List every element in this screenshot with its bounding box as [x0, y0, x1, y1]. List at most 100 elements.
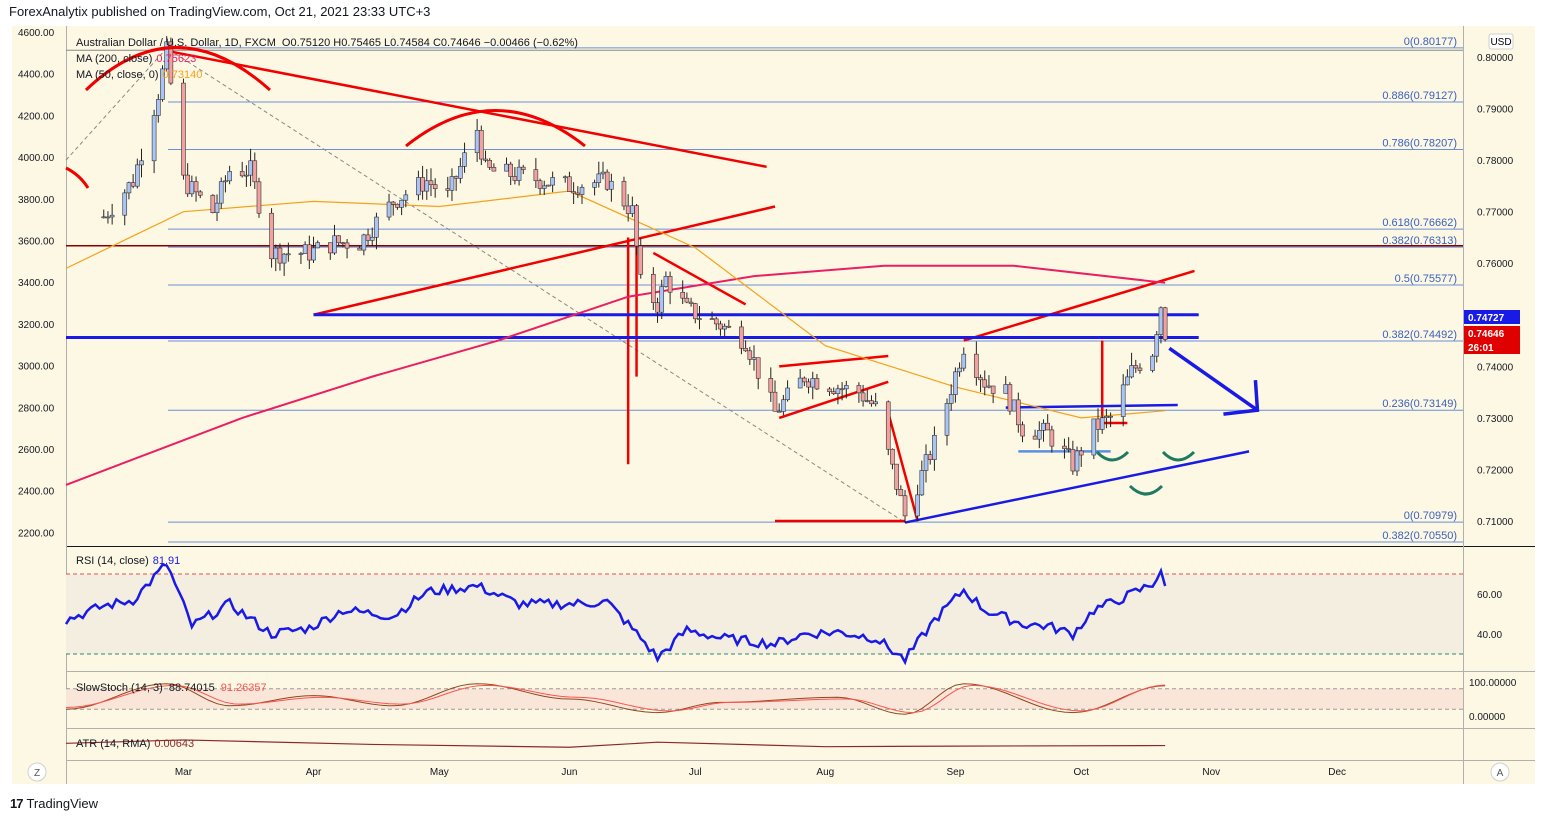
fib-levels: 0(0.80177) 0.886(0.79127) 0.786(0.78207) 0.… — [66, 36, 1463, 543]
candle-body-147 — [961, 353, 967, 369]
candle-body-93 — [651, 274, 656, 304]
candle-body-169 — [1095, 418, 1101, 430]
price-series — [101, 36, 1168, 523]
candle-body-57 — [432, 184, 438, 189]
candle-body-152 — [990, 385, 996, 394]
auto-scale-button[interactable] — [1490, 762, 1510, 782]
candle-body-42 — [344, 242, 350, 249]
candle-body-145 — [953, 371, 958, 395]
price-tags: 0.74727 0.74646 26:01 — [1464, 310, 1520, 354]
candle-body-5 — [130, 182, 136, 187]
candle-body-85 — [600, 171, 606, 175]
currency-badge[interactable] — [1488, 33, 1514, 50]
fib-label-3: 0.618(0.76662) — [1382, 217, 1457, 229]
candle-body-39 — [332, 235, 337, 254]
fib-label-7: 0.236(0.73149) — [1382, 398, 1457, 410]
candle-body-78 — [562, 176, 568, 179]
candle-body-72 — [520, 166, 526, 170]
candle-body-74 — [537, 180, 543, 189]
left-tick-6: 3400.00 — [18, 278, 55, 289]
candle-body-91 — [634, 205, 639, 247]
candle-body-155 — [1011, 399, 1017, 412]
legend-ma50: MA (50, close, 0) 0.73140 — [76, 69, 202, 81]
green-cup-1 — [1095, 450, 1130, 462]
left-tick-11: 2400.00 — [18, 487, 55, 498]
candle-body-33 — [298, 253, 304, 255]
candle-body-102 — [697, 318, 702, 320]
green-cup-2 — [1128, 484, 1164, 496]
candle-body-30 — [277, 247, 283, 264]
candle-body-117 — [785, 387, 790, 401]
fib-label-2: 0.786(0.78207) — [1382, 137, 1457, 149]
time-axis[interactable] — [66, 760, 1463, 784]
red-arc-left — [84, 46, 271, 92]
left-scale[interactable] — [12, 26, 66, 760]
candle-body-20 — [218, 181, 224, 204]
candle-body-41 — [340, 242, 346, 245]
candle-body-12 — [168, 41, 174, 84]
candle-body-174 — [1125, 376, 1130, 386]
candle-body-87 — [609, 180, 614, 190]
candle-body-51 — [399, 199, 404, 208]
left-tick-10: 2600.00 — [18, 445, 55, 456]
candle-body-14 — [185, 174, 190, 195]
candle-body-148 — [974, 353, 979, 378]
candle-body-119 — [802, 377, 807, 383]
candle-body-136 — [898, 489, 904, 497]
candle-body-58 — [445, 188, 451, 191]
candle-body-59 — [449, 176, 455, 191]
candle-body-98 — [680, 291, 685, 299]
zoom-left-button[interactable] — [27, 762, 47, 782]
price-panel[interactable] — [66, 26, 1463, 546]
green-cup-3 — [1161, 450, 1196, 462]
right-tick-0: 0.80000 — [1477, 53, 1514, 64]
candle-body-86 — [604, 171, 610, 190]
candle-body-46 — [369, 236, 375, 241]
candle-body-79 — [567, 176, 572, 192]
red-arc-mid — [405, 109, 586, 148]
candle-body-64 — [479, 130, 484, 160]
candle-body-162 — [1049, 429, 1055, 447]
stoch-series — [65, 683, 1463, 715]
candle-body-128 — [856, 385, 862, 394]
right-tick-3: 0.77000 — [1477, 208, 1514, 219]
candle-body-16 — [193, 181, 199, 193]
x-tick-3: Jun — [561, 767, 577, 778]
ma200-polyline — [65, 264, 1166, 486]
candle-body-150 — [982, 379, 988, 388]
candle-body-37 — [315, 242, 321, 249]
candle-body-50 — [395, 203, 400, 208]
x-tick-7: Oct — [1073, 767, 1089, 778]
candle-body-134 — [890, 448, 895, 465]
candle-body-108 — [739, 326, 744, 349]
right-tick-2: 0.78000 — [1477, 156, 1514, 167]
rsi-band — [66, 574, 1463, 654]
candle-body-61 — [458, 166, 463, 179]
ma200-line — [65, 264, 1166, 486]
auto-scale-label: A — [1497, 768, 1504, 779]
candle-body-40 — [336, 235, 341, 244]
candle-body-103 — [709, 318, 715, 320]
candle-body-109 — [743, 347, 748, 352]
candle-body-126 — [839, 388, 845, 391]
candle-body-47 — [374, 216, 379, 238]
candle-body-8 — [151, 115, 157, 162]
currency-label: USD — [1490, 37, 1511, 48]
candle-body-138 — [915, 494, 920, 517]
right-tick-8: 0.71000 — [1477, 517, 1514, 528]
zoom-left-label: Z — [34, 768, 40, 779]
candle-body-173 — [1120, 384, 1126, 417]
candle-body-52 — [403, 194, 409, 201]
candle-body-129 — [860, 392, 866, 402]
candle-body-17 — [197, 191, 203, 196]
candle-body-15 — [189, 181, 195, 195]
candle-body-77 — [550, 177, 555, 186]
right-scale[interactable] — [1463, 26, 1535, 760]
candle-body-159 — [1036, 430, 1042, 440]
candle-body-115 — [776, 410, 782, 413]
candle-body-171 — [1104, 415, 1109, 418]
candle-body-0 — [101, 216, 107, 219]
red-trendline-5 — [779, 354, 889, 368]
candle-body-73 — [533, 169, 539, 182]
